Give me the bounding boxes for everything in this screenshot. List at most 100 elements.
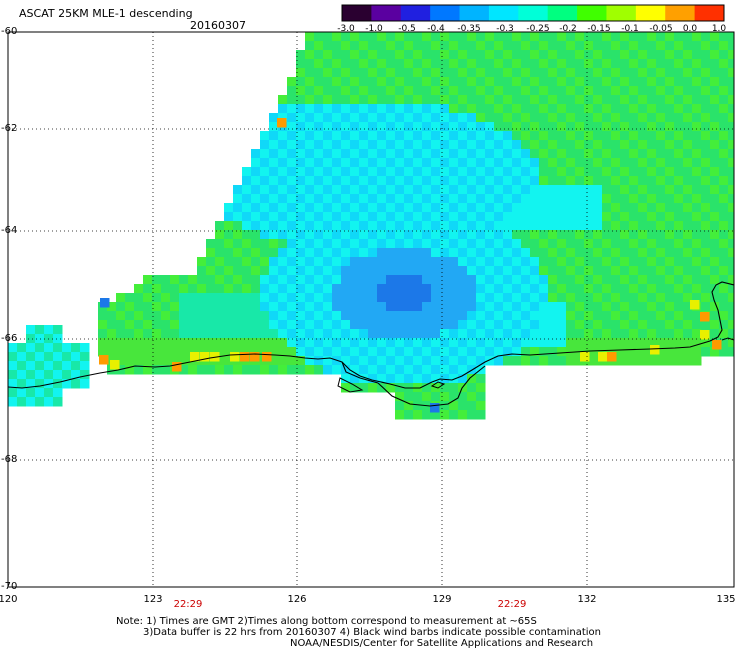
swath-cell: [251, 284, 261, 294]
colorbar-swatch: [577, 5, 607, 21]
swath-cell: [467, 230, 477, 240]
swath-cell: [287, 365, 297, 375]
swath-cell: [449, 95, 459, 105]
swath-cell: [287, 158, 297, 168]
swath-cell: [233, 239, 243, 249]
swath-cell: [602, 140, 612, 150]
swath-cell: [593, 221, 603, 231]
swath-cell: [323, 113, 333, 123]
swath-cell: [647, 95, 657, 105]
colorbar-swatch: [518, 5, 549, 21]
swath-cell: [422, 176, 432, 186]
swath-cell: [341, 32, 351, 42]
swath-cell: [521, 356, 531, 366]
swath-cell: [359, 104, 369, 114]
swath-cell: [422, 311, 432, 321]
swath-cell: [548, 257, 558, 267]
swath-cell: [530, 86, 540, 96]
swath-cell: [350, 284, 360, 294]
swath-cell: [350, 230, 360, 240]
swath-cell: [296, 365, 306, 375]
swath-cell: [422, 356, 432, 366]
swath-cell: [449, 176, 459, 186]
swath-cell: [422, 248, 432, 258]
swath-cell: [377, 230, 387, 240]
swath-cell: [332, 68, 342, 78]
swath-cell: [575, 194, 585, 204]
swath-cell: [413, 140, 423, 150]
colorbar-swatch: [547, 5, 578, 21]
swath-cell: [683, 176, 693, 186]
swath-cell: [368, 194, 378, 204]
swath-cell: [62, 361, 72, 371]
swath-cell: [269, 230, 279, 240]
swath-cell: [503, 320, 513, 330]
swath-cell: [359, 158, 369, 168]
swath-cell: [638, 167, 648, 177]
swath-cell: [260, 140, 270, 150]
swath-cell: [467, 329, 477, 339]
swath-cell: [566, 86, 576, 96]
swath-cell: [566, 104, 576, 114]
swath-cell: [404, 41, 414, 51]
swath-cell: [305, 149, 315, 159]
swath-cell: [98, 347, 108, 357]
swath-cell: [377, 95, 387, 105]
swath-cell: [386, 59, 396, 69]
swath-cell: [656, 248, 666, 258]
swath-cell: [341, 176, 351, 186]
swath-cell: [602, 221, 612, 231]
swath-cell: [566, 41, 576, 51]
swath-cell-high: [262, 352, 272, 362]
swath-cell: [152, 329, 162, 339]
swath-cell: [287, 203, 297, 213]
swath-cell: [602, 68, 612, 78]
swath-cell: [575, 86, 585, 96]
swath-cell: [566, 32, 576, 42]
swath-cell: [242, 311, 252, 321]
swath-cell: [17, 352, 27, 362]
swath-cell: [539, 239, 549, 249]
swath-cell: [71, 352, 81, 362]
swath-cell: [359, 86, 369, 96]
swath-cell: [467, 302, 477, 312]
swath-cell: [611, 212, 621, 222]
swath-cell: [449, 410, 459, 420]
swath-cell: [143, 347, 153, 357]
swath-cell: [359, 122, 369, 132]
swath-cell: [665, 284, 675, 294]
swath-cell: [440, 320, 450, 330]
swath-cell: [683, 149, 693, 159]
swath-cell: [719, 149, 729, 159]
swath-cell: [395, 194, 405, 204]
swath-cell: [323, 68, 333, 78]
swath-cell: [377, 104, 387, 114]
swath-cell: [458, 392, 468, 402]
swath-cell: [476, 212, 486, 222]
swath-cell: [404, 257, 414, 267]
swath-cell: [512, 194, 522, 204]
swath-cell: [413, 203, 423, 213]
swath-cell: [341, 293, 351, 303]
swath-cell: [287, 320, 297, 330]
swath-cell: [413, 275, 423, 285]
longitude-label: 129: [432, 594, 452, 605]
swath-cell: [278, 257, 288, 267]
swath-cell: [458, 293, 468, 303]
swath-cell: [404, 293, 414, 303]
swath-cell: [638, 185, 648, 195]
swath-cell: [548, 320, 558, 330]
colorbar-tick-label: -0.25: [526, 24, 550, 34]
swath-cell: [440, 167, 450, 177]
swath-cell: [224, 212, 234, 222]
swath-cell: [377, 311, 387, 321]
swath-cell: [440, 32, 450, 42]
swath-cell: [323, 347, 333, 357]
swath-cell: [377, 149, 387, 159]
swath-cell: [341, 284, 351, 294]
swath-cell: [386, 374, 396, 384]
swath-cell: [341, 77, 351, 87]
swath-cell: [656, 257, 666, 267]
swath-cell: [350, 293, 360, 303]
colorbar-tick-label: -0.1: [621, 24, 639, 34]
